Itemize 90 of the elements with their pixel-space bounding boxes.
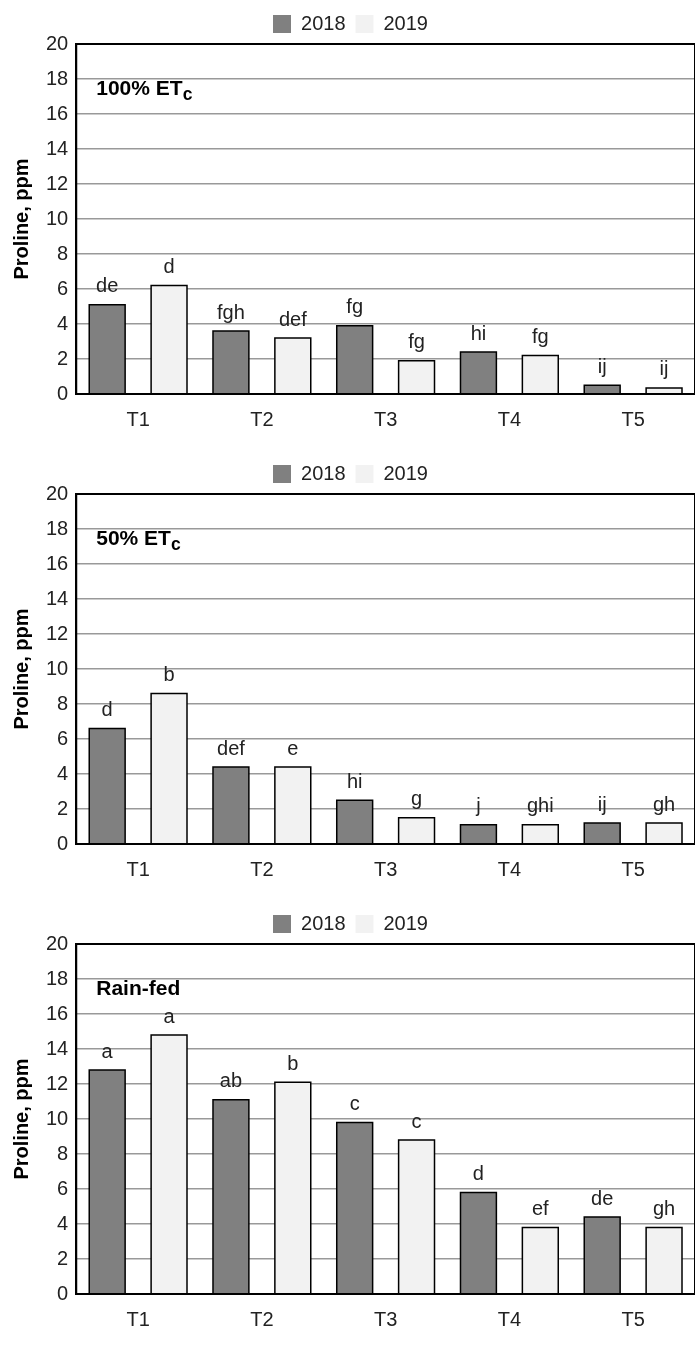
data-label: hi <box>346 769 363 792</box>
x-tick-label: T2 <box>250 1307 274 1330</box>
data-label: ij <box>659 357 669 380</box>
y-tick-label: 14 <box>46 136 69 159</box>
y-tick-label: 20 <box>46 31 69 54</box>
data-label: c <box>411 1109 422 1132</box>
y-tick-label: 20 <box>46 481 69 504</box>
y-tick-label: 14 <box>46 586 69 609</box>
y-axis-title: Proline, ppm <box>9 608 32 730</box>
text: Rain-fed <box>96 976 181 1000</box>
data-label: ghi <box>526 794 554 817</box>
y-tick-label: 12 <box>46 621 69 644</box>
y-axis-title: Proline, ppm <box>9 1058 32 1180</box>
data-label: fg <box>531 325 549 348</box>
data-label: de <box>591 1186 614 1209</box>
y-tick-label: 4 <box>57 311 69 334</box>
y-tick-label: 16 <box>46 101 69 124</box>
data-label: j <box>475 794 481 817</box>
data-label: ef <box>531 1197 550 1220</box>
data-label: gh <box>652 1197 676 1220</box>
y-tick-label: 4 <box>57 761 69 784</box>
legend-label: 2018 <box>301 11 346 34</box>
legend-label: 2018 <box>301 461 346 484</box>
x-tick-label: T1 <box>126 1307 150 1330</box>
legend-label: 2019 <box>383 461 428 484</box>
data-label: fg <box>346 295 364 318</box>
legend-label: 2019 <box>383 11 428 34</box>
x-tick-label: T3 <box>373 407 398 430</box>
y-tick-label: 0 <box>57 1281 69 1304</box>
y-tick-label: 8 <box>57 1141 69 1164</box>
y-tick-label: 0 <box>57 831 69 854</box>
y-tick-label: 6 <box>57 726 69 749</box>
y-tick-label: 18 <box>46 966 69 989</box>
data-label: e <box>287 736 299 759</box>
x-tick-label: T2 <box>250 407 274 430</box>
data-label: a <box>101 1039 114 1062</box>
data-label: g <box>411 787 423 810</box>
y-tick-label: 18 <box>46 66 69 89</box>
y-tick-label: 16 <box>46 551 69 574</box>
x-tick-label: T4 <box>497 857 522 880</box>
data-label: d <box>472 1162 484 1185</box>
data-label: ij <box>597 792 607 815</box>
y-tick-label: 0 <box>57 381 69 404</box>
data-label: d <box>101 698 113 721</box>
x-tick-label: T2 <box>250 857 274 880</box>
y-tick-label: 10 <box>46 656 69 679</box>
text: 100% ET$_{c}$ <box>96 76 193 106</box>
y-tick-label: 2 <box>57 796 69 819</box>
y-tick-label: 18 <box>46 516 69 539</box>
data-label: b <box>287 1051 299 1074</box>
y-tick-label: 14 <box>46 1036 69 1059</box>
y-axis-title: Proline, ppm <box>9 158 32 280</box>
text: 50% ET$_{c}$ <box>96 526 181 556</box>
data-label: gh <box>652 792 676 815</box>
x-tick-label: T5 <box>621 1307 645 1330</box>
data-label: c <box>349 1092 360 1115</box>
data-label: fgh <box>217 300 245 323</box>
x-tick-label: T4 <box>497 407 522 430</box>
y-tick-label: 10 <box>46 1106 69 1129</box>
data-label: d <box>163 255 175 278</box>
data-label: def <box>278 307 308 330</box>
y-tick-label: 8 <box>57 241 69 264</box>
data-label: ij <box>597 354 607 377</box>
y-tick-label: 6 <box>57 276 69 299</box>
y-tick-label: 10 <box>46 206 69 229</box>
data-label: fg <box>408 330 425 353</box>
y-tick-label: 12 <box>46 171 69 194</box>
y-tick-label: 6 <box>57 1176 69 1199</box>
x-tick-label: T3 <box>373 1307 398 1330</box>
x-tick-label: T1 <box>126 407 150 430</box>
legend-label: 2019 <box>383 911 428 934</box>
x-tick-label: T5 <box>621 407 645 430</box>
x-tick-label: T5 <box>621 857 645 880</box>
y-tick-label: 16 <box>46 1001 69 1024</box>
y-tick-label: 2 <box>57 346 69 369</box>
y-tick-label: 12 <box>46 1071 69 1094</box>
y-tick-label: 8 <box>57 691 69 714</box>
x-tick-label: T4 <box>497 1307 522 1330</box>
y-tick-label: 4 <box>57 1211 69 1234</box>
y-tick-label: 2 <box>57 1246 69 1269</box>
x-tick-label: T1 <box>126 857 150 880</box>
data-label: ab <box>219 1069 243 1092</box>
data-label: def <box>217 736 246 759</box>
legend-label: 2018 <box>301 911 346 934</box>
x-tick-label: T3 <box>373 857 398 880</box>
data-label: de <box>96 274 119 297</box>
data-label: hi <box>470 321 487 344</box>
data-label: a <box>163 1004 176 1027</box>
data-label: b <box>163 663 175 686</box>
y-tick-label: 20 <box>46 931 69 954</box>
